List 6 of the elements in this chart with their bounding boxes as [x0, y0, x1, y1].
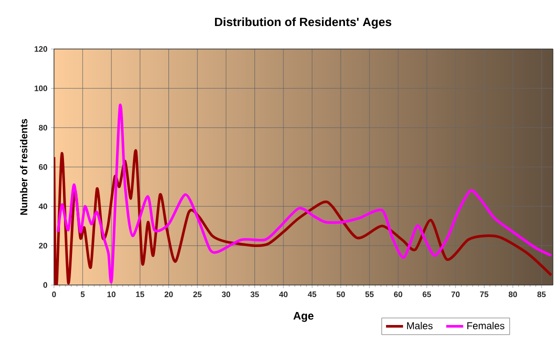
line-series: [54, 150, 553, 285]
legend-label: Females: [467, 322, 504, 330]
x-axis-title: Age: [293, 312, 314, 322]
legend-label: Males: [407, 322, 433, 330]
chart-title: Distribution of Residents' Ages: [215, 17, 392, 29]
y-axis-title: Number of residents: [20, 118, 28, 215]
